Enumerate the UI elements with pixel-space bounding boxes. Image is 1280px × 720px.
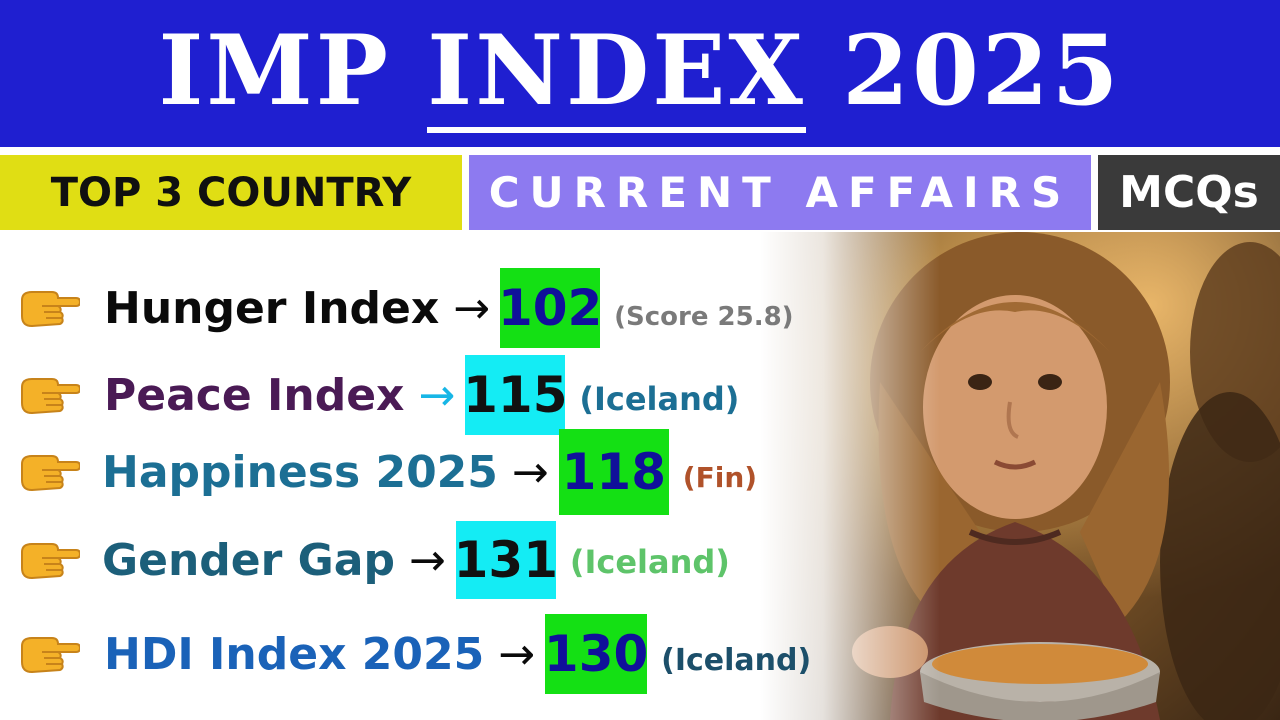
- rank-badge: 130: [544, 614, 648, 694]
- photo-fade: [760, 232, 940, 720]
- index-row: HDI Index 2025 → 130 (Iceland): [0, 614, 811, 694]
- arrow-icon: →: [511, 446, 549, 498]
- rank-badge: 102: [498, 268, 602, 348]
- rank-badge: 131: [454, 521, 558, 599]
- mcqs-tag: MCQs: [1098, 155, 1280, 230]
- title-part-imp: IMP: [158, 14, 428, 127]
- pointing-hand-icon: [18, 450, 80, 494]
- row-label: Gender Gap: [102, 534, 395, 586]
- index-row: Gender Gap → 131 (Iceland): [0, 520, 730, 600]
- row-label: Peace Index: [104, 369, 405, 421]
- row-label: Happiness 2025: [102, 446, 498, 498]
- row-note: (Iceland): [661, 642, 812, 678]
- pointing-hand-icon: [18, 286, 80, 330]
- arrow-icon: →: [418, 369, 456, 421]
- arrow-icon: →: [498, 628, 536, 680]
- current-affairs-tag: CURRENT AFFAIRS: [469, 155, 1091, 230]
- title-part-index: INDEX: [427, 15, 806, 133]
- pointing-hand-icon: [18, 538, 80, 582]
- arrow-icon: →: [408, 534, 446, 586]
- index-row: Hunger Index → 102 (Score 25.8): [0, 268, 794, 348]
- row-note: (Iceland): [569, 543, 730, 581]
- row-label: Hunger Index: [104, 282, 440, 334]
- row-note: (Iceland): [579, 380, 740, 418]
- divider: [0, 147, 1280, 155]
- rank-badge: 115: [463, 355, 568, 435]
- page-title: IMP INDEX 2025: [0, 6, 1280, 136]
- pointing-hand-icon: [18, 632, 80, 676]
- index-row: Peace Index → 115 (Iceland): [0, 355, 739, 435]
- title-part-year: 2025: [805, 14, 1122, 127]
- rank-badge: 118: [558, 429, 669, 515]
- title-bar: IMP INDEX 2025: [0, 0, 1280, 147]
- row-note: (Score 25.8): [614, 302, 794, 332]
- index-row: Happiness 2025 → 118 (Fin): [0, 429, 758, 515]
- pointing-hand-icon: [18, 373, 80, 417]
- row-note: (Fin): [682, 460, 758, 494]
- top-3-country-tag: TOP 3 COUNTRY: [0, 155, 462, 230]
- row-label: HDI Index 2025: [104, 628, 485, 680]
- arrow-icon: →: [453, 282, 491, 334]
